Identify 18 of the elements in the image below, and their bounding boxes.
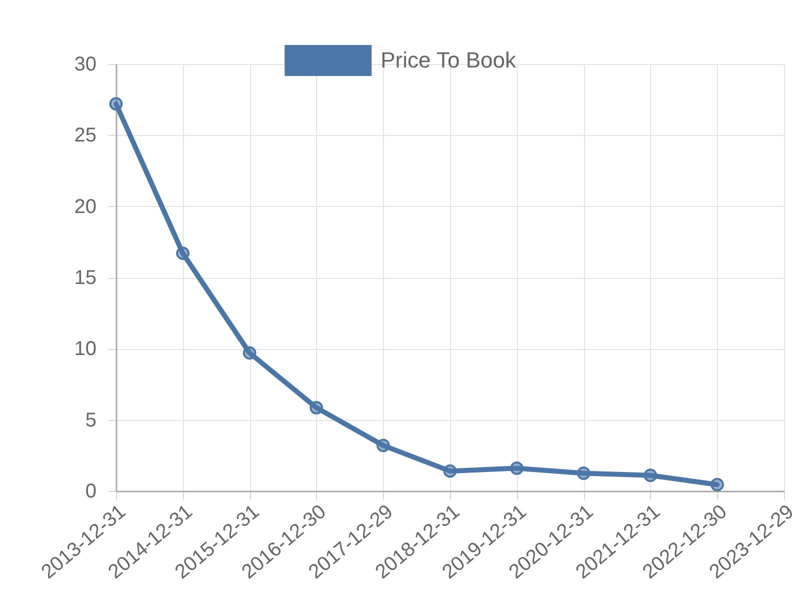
y-tick-label: 0	[85, 480, 96, 502]
y-tick-label: 30	[74, 54, 96, 76]
point	[242, 346, 256, 360]
y-tick-label: 20	[74, 196, 96, 218]
point	[710, 478, 724, 492]
y-tick-label: 25	[74, 124, 96, 147]
point	[510, 462, 524, 475]
y-tick-label: 15	[74, 267, 96, 289]
point	[310, 401, 324, 414]
point	[176, 246, 190, 260]
point	[109, 97, 123, 111]
point	[576, 466, 590, 480]
point	[376, 438, 390, 452]
legend-label: Price To Book	[380, 48, 517, 72]
y-tick-label: 10	[74, 338, 96, 360]
point	[443, 464, 457, 478]
y-tick-label: 5	[85, 409, 96, 432]
point	[644, 468, 658, 482]
